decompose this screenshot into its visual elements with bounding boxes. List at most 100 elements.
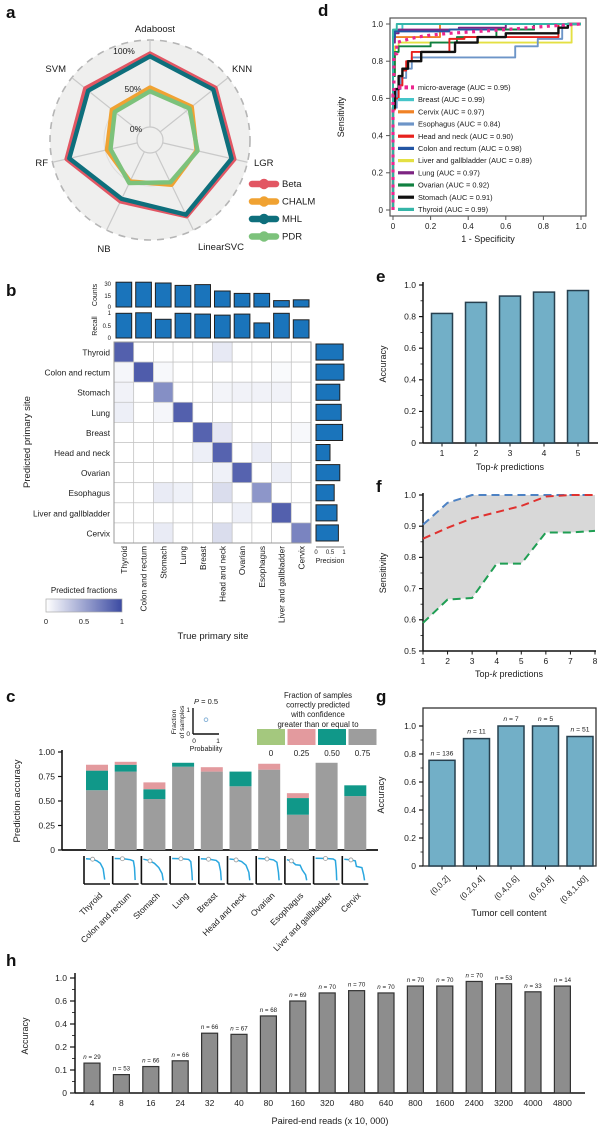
- svg-text:Ovarian (AUC = 0.92): Ovarian (AUC = 0.92): [418, 181, 489, 190]
- svg-text:5: 5: [519, 656, 524, 666]
- column-labels: Thyroid Colon and rectum Stomach Lung Breast…: [119, 545, 306, 623]
- svg-text:0.2: 0.2: [404, 833, 416, 843]
- svg-text:1.0: 1.0: [575, 222, 587, 231]
- svg-text:0.25: 0.25: [38, 820, 55, 830]
- svg-text:(0,0.2]: (0,0.2]: [428, 873, 452, 897]
- x-axis-label: Top-k predictions: [475, 669, 544, 679]
- svg-text:n = 69: n = 69: [289, 992, 307, 999]
- band-fill: [423, 495, 595, 623]
- svg-text:1: 1: [342, 550, 346, 556]
- legend-label-MHL: MHL: [282, 214, 302, 225]
- counts-bars: [115, 281, 310, 308]
- y-axis-label: Prediction accuracy: [12, 759, 23, 842]
- y-axis-label: Accuracy: [376, 776, 386, 814]
- svg-text:RF: RF: [35, 158, 48, 169]
- svg-text:4800: 4800: [553, 1098, 572, 1108]
- svg-text:800: 800: [408, 1098, 422, 1108]
- svg-text:n = 29: n = 29: [83, 1054, 101, 1061]
- svg-text:micro-average (AUC = 0.95): micro-average (AUC = 0.95): [418, 83, 511, 92]
- svg-text:correctly predicted: correctly predicted: [286, 701, 350, 710]
- svg-text:n = 5: n = 5: [538, 716, 554, 723]
- svg-text:1: 1: [186, 707, 190, 714]
- bars: [428, 725, 594, 867]
- svg-text:Colon and rectum: Colon and rectum: [79, 890, 134, 945]
- radar-series-MHL: [67, 54, 234, 217]
- svg-text:1.00: 1.00: [38, 747, 55, 757]
- svg-text:Ovarian: Ovarian: [81, 468, 110, 478]
- svg-text:0.5: 0.5: [79, 617, 89, 626]
- svg-text:0.5: 0.5: [103, 324, 112, 330]
- svg-text:n = 53: n = 53: [495, 975, 513, 982]
- svg-text:160: 160: [291, 1098, 305, 1108]
- svg-text:n = 136: n = 136: [431, 750, 454, 757]
- radar-legend: Beta CHALM MHL PDR: [248, 178, 315, 243]
- svg-text:4: 4: [542, 448, 547, 458]
- svg-text:Liver and gallbladder: Liver and gallbladder: [277, 546, 287, 623]
- svg-text:Cervix: Cervix: [296, 545, 306, 569]
- svg-text:1600: 1600: [435, 1098, 454, 1108]
- panel-b-confusion-matrix-chart: Counts 30 15 0 Recall 1 0.5 0 Thyroid Colon and r…: [22, 281, 346, 642]
- svg-text:n = 66: n = 66: [142, 1058, 160, 1065]
- svg-text:1.0: 1.0: [372, 20, 384, 29]
- panel-c-stacked-bar-chart: 0 0.25 0.50 0.75 1.00 Prediction accuracy Thyr…: [12, 691, 378, 953]
- svg-text:1: 1: [120, 617, 124, 626]
- svg-text:Stomach: Stomach: [131, 890, 162, 921]
- recall-axis-label: Recall: [92, 316, 99, 336]
- svg-text:0: 0: [411, 438, 416, 448]
- panel-e-bar-chart: 0 0.2 0.4 0.6 0.8 1.0 1 2 3 4 5 Top-k predictions Ac…: [378, 280, 598, 472]
- svg-text:0%: 0%: [130, 124, 143, 134]
- row-labels: Thyroid Colon and rectum Stomach Lung Breast…: [33, 348, 111, 539]
- svg-text:16: 16: [146, 1098, 156, 1108]
- svg-text:Colon and rectum (AUC = 0.98): Colon and rectum (AUC = 0.98): [418, 144, 522, 153]
- svg-text:15: 15: [104, 294, 111, 300]
- svg-text:Adaboost: Adaboost: [135, 24, 176, 35]
- svg-text:0.8: 0.8: [372, 57, 384, 66]
- svg-text:640: 640: [379, 1098, 393, 1108]
- svg-text:Thyroid: Thyroid: [82, 348, 110, 358]
- band-lines: [422, 494, 596, 624]
- svg-text:7: 7: [568, 656, 573, 666]
- svg-text:Lung: Lung: [170, 890, 191, 911]
- svg-text:8: 8: [593, 656, 598, 666]
- radar-series: [64, 51, 237, 219]
- x-category-labels: (0,0.2] (0.2,0.4] (0.4,0.6] (0.6,0.8] (0.8,1…: [428, 873, 590, 905]
- svg-text:n = 70: n = 70: [466, 972, 484, 979]
- svg-text:0.8: 0.8: [538, 222, 550, 231]
- colorbar-title: Predicted fractions: [51, 586, 117, 595]
- svg-text:0: 0: [50, 845, 55, 855]
- svg-text:Lung: Lung: [178, 546, 188, 565]
- svg-text:0.4: 0.4: [463, 222, 475, 231]
- svg-text:0.75: 0.75: [355, 749, 371, 758]
- radar-tick-labels: 0% 50% 100%: [113, 46, 142, 134]
- svg-text:n = 70: n = 70: [436, 977, 454, 984]
- svg-text:SVM: SVM: [45, 64, 66, 75]
- svg-text:0.2: 0.2: [55, 1042, 67, 1052]
- svg-text:n = 70: n = 70: [377, 984, 395, 991]
- panel-d-roc-chart: 0 0.2 0.4 0.6 0.8 1.0 0 0.2 0.4 0.6 0.8 1.0 1 - Spec…: [336, 17, 587, 244]
- svg-text:0.4: 0.4: [372, 131, 384, 140]
- svg-text:0.4: 0.4: [404, 375, 416, 385]
- svg-text:80: 80: [264, 1098, 274, 1108]
- svg-text:Head and neck: Head and neck: [218, 545, 228, 602]
- svg-text:n = 70: n = 70: [319, 984, 337, 991]
- svg-text:LinearSVC: LinearSVC: [198, 242, 244, 253]
- svg-text:0.50: 0.50: [324, 749, 340, 758]
- svg-text:n = 51: n = 51: [570, 727, 589, 734]
- svg-text:Cervix: Cervix: [86, 528, 110, 538]
- panel-g-label: g: [376, 687, 387, 706]
- svg-text:0.7: 0.7: [404, 583, 416, 593]
- svg-text:0: 0: [186, 731, 190, 738]
- svg-text:greater than or equal to: greater than or equal to: [277, 720, 359, 729]
- svg-text:Stomach (AUC = 0.91): Stomach (AUC = 0.91): [418, 193, 493, 202]
- svg-text:0.6: 0.6: [404, 343, 416, 353]
- svg-text:Breast: Breast: [198, 545, 208, 570]
- svg-text:4: 4: [494, 656, 499, 666]
- bars: [83, 980, 572, 1094]
- svg-text:1.0: 1.0: [55, 973, 67, 983]
- svg-text:0: 0: [192, 738, 196, 745]
- y-axis-label: Accuracy: [20, 1017, 30, 1055]
- svg-text:50%: 50%: [124, 84, 141, 94]
- svg-text:480: 480: [350, 1098, 364, 1108]
